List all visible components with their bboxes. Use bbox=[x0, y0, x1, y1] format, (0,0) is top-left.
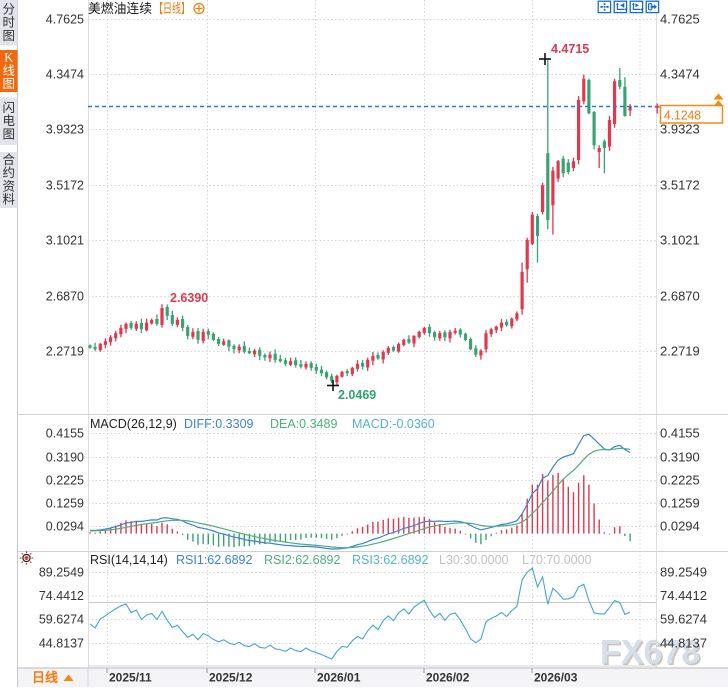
svg-text:RSI1:62.6892: RSI1:62.6892 bbox=[176, 553, 252, 567]
svg-text:日线: 日线 bbox=[32, 670, 58, 685]
svg-text:时: 时 bbox=[2, 16, 15, 30]
svg-text:0.4155: 0.4155 bbox=[46, 427, 84, 441]
svg-text:0.2225: 0.2225 bbox=[660, 473, 700, 488]
svg-text:0.3190: 0.3190 bbox=[660, 450, 700, 465]
svg-text:0.0294: 0.0294 bbox=[660, 519, 700, 534]
svg-text:2.2719: 2.2719 bbox=[46, 345, 84, 359]
svg-text:RSI3:62.6892: RSI3:62.6892 bbox=[352, 553, 428, 567]
svg-text:电: 电 bbox=[2, 114, 15, 128]
svg-text:K: K bbox=[4, 51, 13, 65]
svg-text:44.8137: 44.8137 bbox=[39, 637, 84, 651]
svg-text:图: 图 bbox=[2, 29, 15, 43]
svg-text:2026/03: 2026/03 bbox=[534, 671, 578, 685]
svg-text:图: 图 bbox=[2, 77, 15, 91]
svg-text:美燃油连续: 美燃油连续 bbox=[88, 1, 152, 16]
svg-text:59.6274: 59.6274 bbox=[39, 613, 84, 627]
svg-text:L70:70.0000: L70:70.0000 bbox=[522, 553, 592, 567]
svg-text:MACD(26,12,9): MACD(26,12,9) bbox=[90, 417, 177, 431]
svg-text:4.3474: 4.3474 bbox=[46, 68, 84, 82]
svg-text:74.4412: 74.4412 bbox=[39, 589, 84, 603]
svg-text:DEA:0.3489: DEA:0.3489 bbox=[270, 417, 337, 431]
svg-text:0.1259: 0.1259 bbox=[660, 496, 700, 511]
svg-text:2.6390: 2.6390 bbox=[170, 291, 208, 305]
svg-text:3.5172: 3.5172 bbox=[46, 179, 84, 193]
svg-text:3.5172: 3.5172 bbox=[660, 178, 700, 193]
svg-text:【日线】: 【日线】 bbox=[154, 1, 190, 16]
svg-text:89.2549: 89.2549 bbox=[660, 565, 707, 580]
svg-text:3.9323: 3.9323 bbox=[46, 123, 84, 137]
svg-text:2025/11: 2025/11 bbox=[109, 671, 152, 685]
svg-text:0.2225: 0.2225 bbox=[46, 474, 84, 488]
svg-text:FX678: FX678 bbox=[602, 635, 702, 673]
svg-text:89.2549: 89.2549 bbox=[39, 566, 84, 580]
svg-text:MACD:-0.0360: MACD:-0.0360 bbox=[352, 417, 435, 431]
svg-text:3.1021: 3.1021 bbox=[46, 234, 84, 248]
svg-text:59.6274: 59.6274 bbox=[660, 612, 707, 627]
svg-text:合: 合 bbox=[2, 152, 15, 167]
svg-text:4.4715: 4.4715 bbox=[551, 42, 589, 56]
svg-text:FX678: FX678 bbox=[600, 634, 700, 672]
svg-text:2026/01: 2026/01 bbox=[317, 671, 361, 685]
svg-text:料: 料 bbox=[2, 193, 15, 207]
svg-text:2.6870: 2.6870 bbox=[660, 289, 700, 304]
svg-text:RSI2:62.6892: RSI2:62.6892 bbox=[264, 553, 340, 567]
svg-text:4.1248: 4.1248 bbox=[664, 108, 701, 123]
svg-text:2.0469: 2.0469 bbox=[338, 388, 376, 402]
svg-text:2025/12: 2025/12 bbox=[209, 671, 253, 685]
svg-text:0.4155: 0.4155 bbox=[660, 426, 700, 441]
svg-text:闪: 闪 bbox=[2, 101, 15, 115]
svg-text:DIFF:0.3309: DIFF:0.3309 bbox=[184, 417, 254, 431]
svg-text:0.1259: 0.1259 bbox=[46, 497, 84, 511]
svg-text:RSI(14,14,14): RSI(14,14,14) bbox=[90, 553, 168, 567]
svg-text:0.0294: 0.0294 bbox=[46, 520, 84, 534]
svg-text:4.7625: 4.7625 bbox=[660, 12, 700, 27]
svg-text:74.4412: 74.4412 bbox=[660, 588, 707, 603]
svg-text:44.8137: 44.8137 bbox=[660, 636, 707, 651]
svg-text:3.1021: 3.1021 bbox=[660, 233, 700, 248]
svg-text:2026/02: 2026/02 bbox=[426, 671, 470, 685]
svg-text:分: 分 bbox=[2, 2, 15, 16]
svg-text:线: 线 bbox=[2, 64, 15, 78]
svg-text:2.6870: 2.6870 bbox=[46, 290, 84, 304]
svg-text:2.2719: 2.2719 bbox=[660, 344, 700, 359]
svg-text:约: 约 bbox=[2, 165, 15, 180]
svg-text:4.7625: 4.7625 bbox=[46, 13, 84, 27]
svg-text:资: 资 bbox=[2, 179, 15, 193]
svg-text:图: 图 bbox=[2, 127, 15, 141]
svg-text:3.9323: 3.9323 bbox=[660, 122, 700, 137]
svg-text:4.3474: 4.3474 bbox=[660, 67, 700, 82]
svg-text:0.3190: 0.3190 bbox=[46, 451, 84, 465]
svg-text:L30:30.0000: L30:30.0000 bbox=[439, 553, 509, 567]
